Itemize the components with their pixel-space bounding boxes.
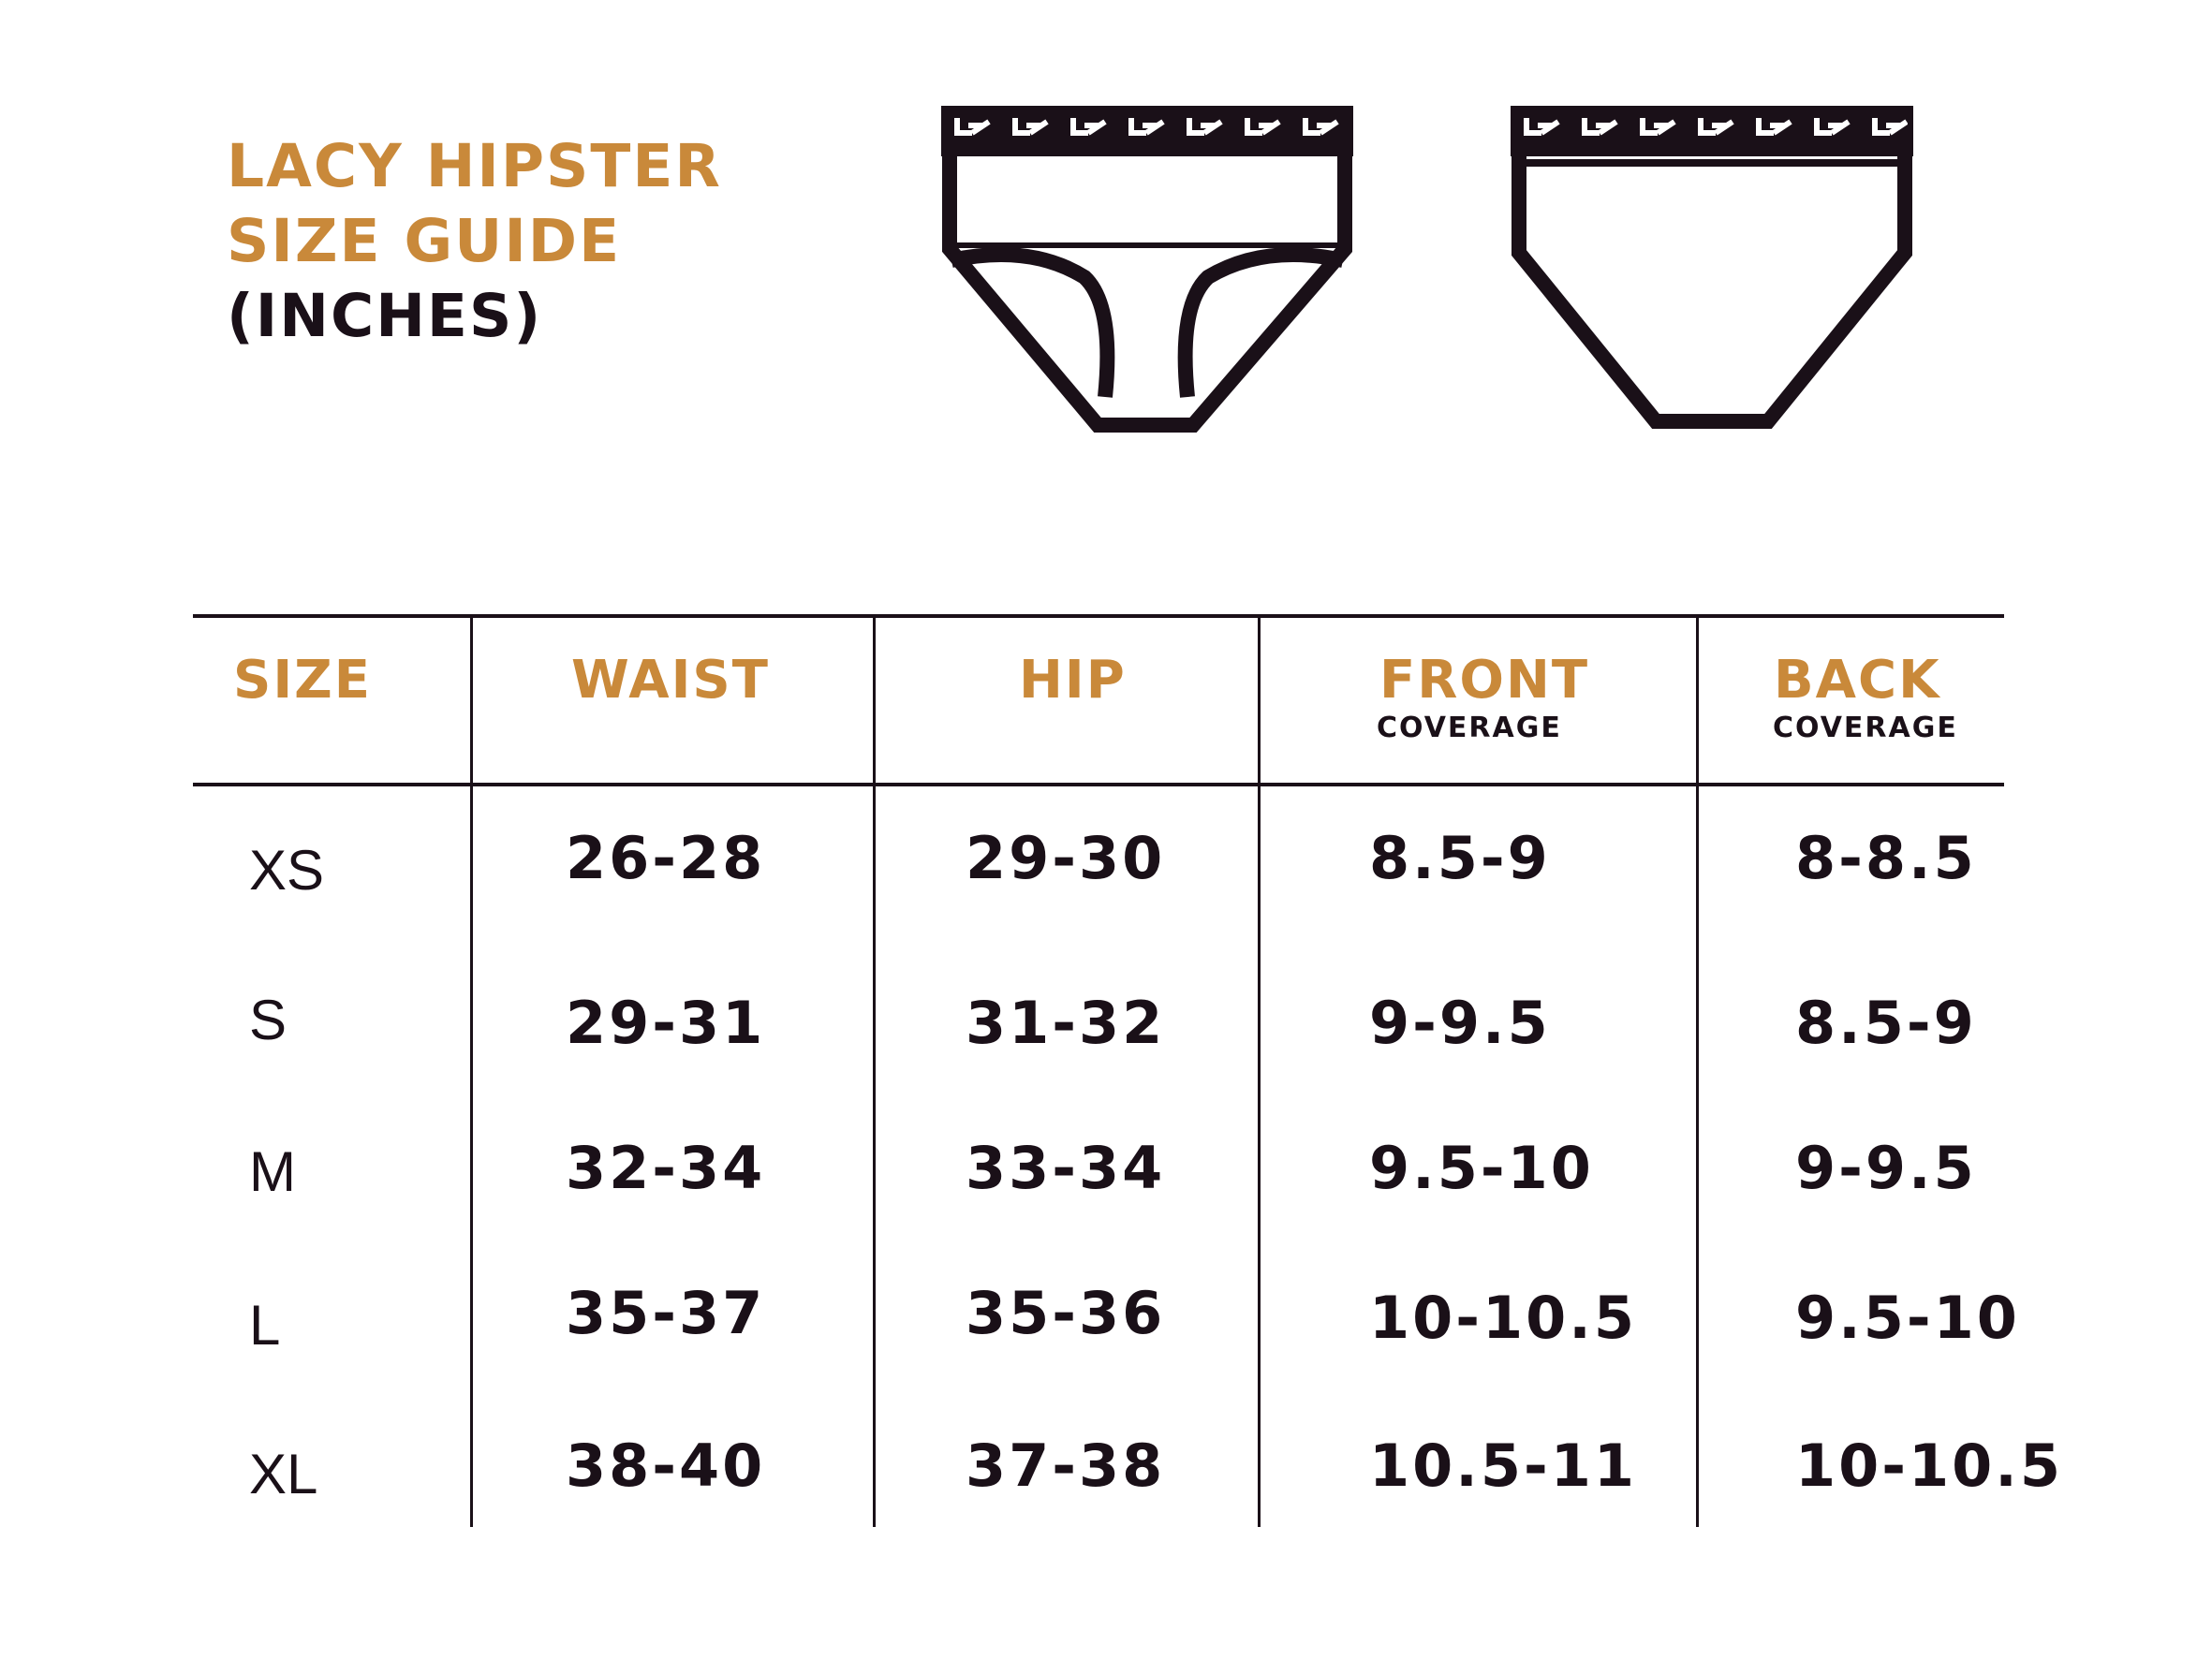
column-divider bbox=[1258, 614, 1261, 1527]
header-hip: HIP bbox=[1019, 650, 1127, 711]
table-cell-front: 10.5-11 bbox=[1369, 1431, 1637, 1500]
table-row-size: L bbox=[249, 1294, 281, 1357]
table-cell-hip: 37-38 bbox=[966, 1431, 1166, 1500]
table-cell-hip: 31-32 bbox=[966, 989, 1166, 1057]
column-divider bbox=[873, 614, 876, 1527]
table-cell-back: 10-10.5 bbox=[1795, 1431, 2063, 1500]
table-row-size: XL bbox=[249, 1443, 318, 1505]
header-back: BACK bbox=[1774, 650, 1941, 711]
underwear-front-icon bbox=[927, 103, 1367, 440]
table-row-size: XS bbox=[249, 839, 325, 902]
table-cell-front: 10-10.5 bbox=[1369, 1284, 1637, 1352]
table-cell-front: 9.5-10 bbox=[1369, 1134, 1594, 1202]
underwear-back-icon bbox=[1497, 103, 1927, 440]
table-cell-waist: 35-37 bbox=[566, 1279, 766, 1347]
table-cell-back: 9.5-10 bbox=[1795, 1284, 2020, 1352]
table-cell-waist: 32-34 bbox=[566, 1134, 766, 1202]
table-cell-back: 8-8.5 bbox=[1795, 824, 1977, 892]
title-line-3: (INCHES) bbox=[227, 282, 543, 350]
table-row-size: S bbox=[249, 989, 288, 1051]
column-divider bbox=[470, 614, 473, 1527]
table-cell-waist: 26-28 bbox=[566, 824, 766, 892]
header-front-sub: COVERAGE bbox=[1377, 712, 1562, 744]
table-row-size: M bbox=[249, 1140, 296, 1203]
size-guide-title: LACY HIPSTER SIZE GUIDE (INCHES) bbox=[227, 129, 722, 354]
header-bottom-rule bbox=[193, 783, 2004, 786]
table-cell-hip: 29-30 bbox=[966, 824, 1166, 892]
table-cell-hip: 33-34 bbox=[966, 1134, 1166, 1202]
header-front: FRONT bbox=[1379, 650, 1590, 711]
table-cell-back: 8.5-9 bbox=[1795, 989, 1977, 1057]
title-line-1: LACY HIPSTER bbox=[227, 132, 722, 200]
header-size: SIZE bbox=[233, 650, 373, 711]
table-cell-waist: 38-40 bbox=[566, 1431, 766, 1500]
header-back-sub: COVERAGE bbox=[1773, 712, 1958, 744]
table-cell-back: 9-9.5 bbox=[1795, 1134, 1977, 1202]
header-waist: WAIST bbox=[571, 650, 770, 711]
table-cell-waist: 29-31 bbox=[566, 989, 766, 1057]
table-cell-front: 8.5-9 bbox=[1369, 824, 1551, 892]
table-cell-front: 9-9.5 bbox=[1369, 989, 1551, 1057]
table-cell-hip: 35-36 bbox=[966, 1279, 1166, 1347]
title-line-2: SIZE GUIDE bbox=[227, 207, 622, 275]
column-divider bbox=[1696, 614, 1699, 1527]
table-top-rule bbox=[193, 614, 2004, 618]
